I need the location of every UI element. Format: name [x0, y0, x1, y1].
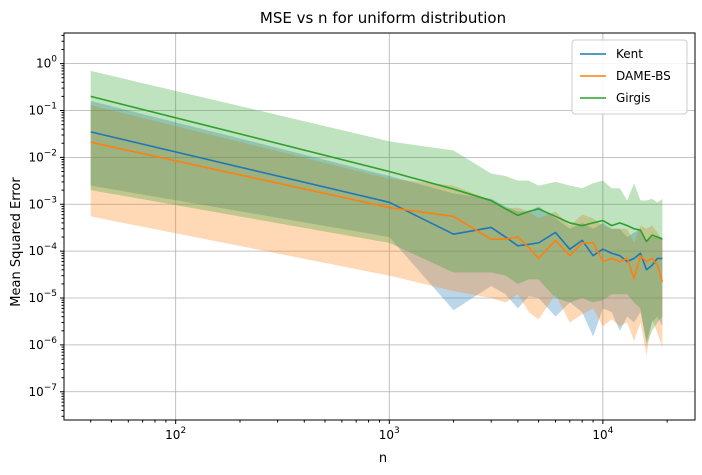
chart-title: MSE vs n for uniform distribution [260, 9, 506, 27]
y-tick-label: 100 [36, 55, 57, 71]
x-axis-label: n [379, 451, 387, 466]
girgis-band [90, 70, 663, 345]
y-tick-label: 10−2 [28, 148, 57, 164]
plot-frame [63, 32, 696, 421]
girgis-line [90, 95, 663, 243]
y-axis-ticks: 10−7 10−6 10−5 10−4 10−3 10−2 10−1 100 [28, 55, 64, 399]
legend-label-kent: Kent [616, 47, 643, 61]
legend-label-girgis: Girgis [616, 91, 651, 105]
y-tick-label: 10−1 [28, 102, 57, 118]
x-tick-label: 104 [592, 426, 613, 442]
error-bands [90, 70, 663, 356]
legend-label-dame-bs: DAME-BS [616, 69, 671, 83]
series-lines [90, 95, 664, 283]
x-axis-ticks: 102 103 104 [165, 420, 614, 442]
legend: Kent DAME-BS Girgis [571, 39, 688, 115]
dame-bs-band [90, 105, 663, 356]
dame-bs-line [90, 141, 664, 283]
kent-band [90, 100, 663, 342]
y-tick-label: 10−6 [28, 336, 57, 352]
x-tick-label: 102 [165, 426, 186, 442]
legend-box [571, 39, 688, 115]
y-tick-label: 10−3 [28, 195, 57, 211]
y-tick-label: 10−5 [28, 289, 57, 305]
y-axis-label: Mean Squared Error [9, 177, 24, 307]
y-tick-label: 10−7 [28, 383, 57, 399]
y-tick-label: 10−4 [28, 242, 57, 258]
kent-line [90, 131, 663, 271]
x-tick-label: 103 [379, 426, 400, 442]
